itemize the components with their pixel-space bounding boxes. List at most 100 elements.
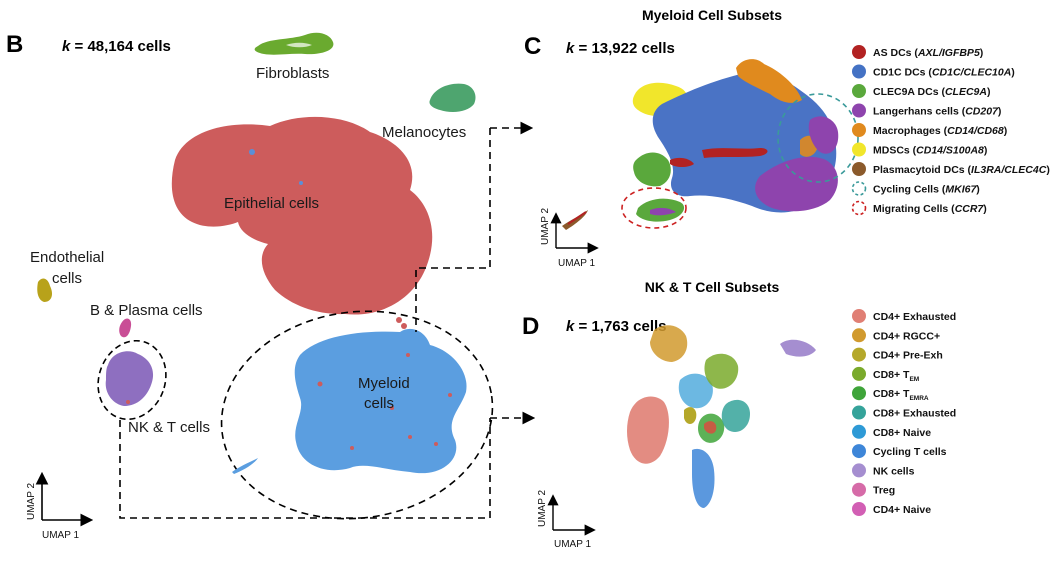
- fibroblasts-label: Fibroblasts: [256, 65, 329, 82]
- panel-b: B k = 48,164 cells Fibroblasts Melanocyt…: [6, 31, 536, 541]
- legend-d-item: CD8+ TEM: [852, 366, 919, 383]
- legend-d-label: Cycling T cells: [873, 446, 947, 458]
- panel-d: NK & T Cell Subsets D k = 1,763 cells UM…: [522, 279, 956, 550]
- legend-d-swatch: [852, 482, 866, 497]
- legend-d-item: CD8+ Naive: [852, 424, 931, 439]
- legend-d-label: CD4+ RGCC+: [873, 330, 940, 342]
- legend-d-item: Cycling T cells: [852, 444, 947, 459]
- legend-c-item: MDSCs (CD14/S100A8): [852, 142, 987, 157]
- myeloid-label-line1: Myeloid: [358, 375, 410, 392]
- legend-c-label: Cycling Cells (MKI67): [873, 184, 980, 196]
- myeloid-cluster: [220, 310, 494, 520]
- panel-b-letter: B: [6, 31, 23, 58]
- legend-d-label: CD8+ TEM: [873, 369, 919, 383]
- epithelial-cluster: [171, 116, 433, 315]
- panel-c-legend: AS DCs (AXL/IGFBP5) CD1C DCs (CD1C/CLEC10…: [851, 45, 1050, 216]
- legend-d-swatch: [852, 405, 866, 420]
- legend-d-item: CD4+ Exhausted: [852, 309, 956, 323]
- legend-c-swatch: [852, 162, 866, 176]
- legend-d-item: CD8+ Exhausted: [852, 405, 956, 420]
- legend-d-label: Treg: [873, 485, 895, 497]
- legend-d-item: Treg: [852, 482, 895, 497]
- legend-c-label: Macrophages (CD14/CD68): [873, 125, 1007, 137]
- legend-d-swatch: [852, 347, 866, 362]
- legend-c-item: CLEC9A DCs (CLEC9A): [852, 84, 990, 98]
- legend-d-label: CD8+ Naive: [873, 427, 931, 439]
- legend-c-item: CD1C DCs (CD1C/CLEC10A): [852, 64, 1015, 79]
- endothelial-cluster: [37, 278, 52, 302]
- legend-c-swatch: [851, 181, 867, 196]
- melanocytes-label: Melanocytes: [382, 124, 466, 141]
- panel-c-cell-count: k = 13,922 cells: [566, 40, 675, 57]
- legend-c-swatch: [852, 84, 866, 98]
- panel-c-title: Myeloid Cell Subsets: [642, 7, 782, 23]
- legend-c-swatch: [852, 103, 866, 118]
- legend-d-label: CD4+ Naive: [873, 504, 931, 516]
- legend-c-swatch: [852, 123, 866, 137]
- epithelial-label: Epithelial cells: [224, 195, 319, 212]
- panel-b-axis-y: UMAP 2: [26, 483, 37, 520]
- myeloid-label-line2: cells: [364, 395, 394, 412]
- legend-d-label: CD8+ TEMRA: [873, 388, 929, 402]
- panel-c-axis-y: UMAP 2: [540, 208, 551, 245]
- panel-b-axis-x: UMAP 1: [42, 530, 79, 541]
- legend-c-swatch: [852, 142, 866, 157]
- legend-d-label: CD4+ Pre-Exh: [873, 350, 943, 362]
- nk-t-subset-umap: [627, 325, 816, 508]
- legend-d-label: NK cells: [873, 465, 915, 477]
- legend-c-label: CD1C DCs (CD1C/CLEC10A): [873, 67, 1015, 79]
- legend-c-item: AS DCs (AXL/IGFBP5): [852, 45, 983, 59]
- legend-d-swatch: [852, 386, 866, 401]
- panel-c-letter: C: [524, 33, 541, 60]
- legend-c-swatch: [852, 45, 866, 59]
- panel-b-axes: UMAP 2 UMAP 1: [26, 471, 94, 541]
- endothelial-label-line1: Endothelial: [30, 249, 104, 266]
- legend-c-item: Plasmacytoid DCs (IL3RA/CLEC4C): [852, 162, 1050, 176]
- panel-d-letter: D: [522, 313, 539, 340]
- nk-t-cluster: [97, 339, 167, 421]
- melanocytes-cluster: [429, 83, 476, 112]
- panel-d-axis-y: UMAP 2: [537, 490, 548, 527]
- endothelial-label-line2: cells: [52, 270, 82, 287]
- legend-d-swatch: [852, 366, 866, 381]
- legend-d-swatch: [852, 309, 866, 323]
- legend-d-swatch: [852, 463, 866, 478]
- legend-d-item: NK cells: [852, 463, 915, 478]
- legend-c-label: CLEC9A DCs (CLEC9A): [873, 86, 990, 98]
- legend-d-item: CD4+ RGCC+: [852, 328, 940, 343]
- myeloid-subset-umap: [562, 59, 859, 230]
- legend-d-item: CD4+ Pre-Exh: [852, 347, 943, 362]
- legend-c-label: Langerhans cells (CD207): [873, 106, 1001, 118]
- b-plasma-label: B & Plasma cells: [90, 302, 203, 319]
- legend-d-item: CD8+ TEMRA: [852, 386, 929, 402]
- legend-c-item: Macrophages (CD14/CD68): [852, 123, 1007, 137]
- panel-d-axes: UMAP 2 UMAP 1: [537, 490, 596, 550]
- nk-t-label: NK & T cells: [128, 419, 210, 436]
- legend-c-swatch: [852, 64, 866, 79]
- panel-c: Myeloid Cell Subsets C k = 13,922 cells: [524, 7, 1050, 269]
- legend-d-label: CD8+ Exhausted: [873, 408, 956, 420]
- legend-c-item: Cycling Cells (MKI67): [851, 181, 980, 196]
- legend-d-swatch: [852, 328, 866, 343]
- legend-c-item: Langerhans cells (CD207): [852, 103, 1001, 118]
- panel-d-cell-count: k = 1,763 cells: [566, 318, 667, 335]
- legend-c-label: AS DCs (AXL/IGFBP5): [873, 47, 983, 59]
- legend-d-swatch: [852, 424, 866, 439]
- legend-c-label: Plasmacytoid DCs (IL3RA/CLEC4C): [873, 164, 1050, 176]
- panel-c-axes: UMAP 2 UMAP 1: [540, 208, 599, 269]
- legend-d-swatch: [852, 502, 866, 516]
- panel-d-legend: CD4+ Exhausted CD4+ RGCC+ CD4+ Pre-Exh CD8+…: [852, 309, 956, 516]
- legend-d-swatch: [852, 444, 866, 459]
- legend-d-label: CD4+ Exhausted: [873, 311, 956, 323]
- legend-c-label: Migrating Cells (CCR7): [873, 203, 987, 215]
- legend-c-swatch: [851, 200, 867, 216]
- panel-connectors: [119, 121, 536, 519]
- fibroblasts-cluster: [254, 32, 334, 55]
- panel-d-title: NK & T Cell Subsets: [645, 279, 780, 295]
- panel-d-axis-x: UMAP 1: [554, 539, 591, 550]
- legend-d-item: CD4+ Naive: [852, 502, 931, 516]
- legend-c-label: MDSCs (CD14/S100A8): [873, 145, 987, 157]
- panel-b-cell-count: k = 48,164 cells: [62, 38, 171, 55]
